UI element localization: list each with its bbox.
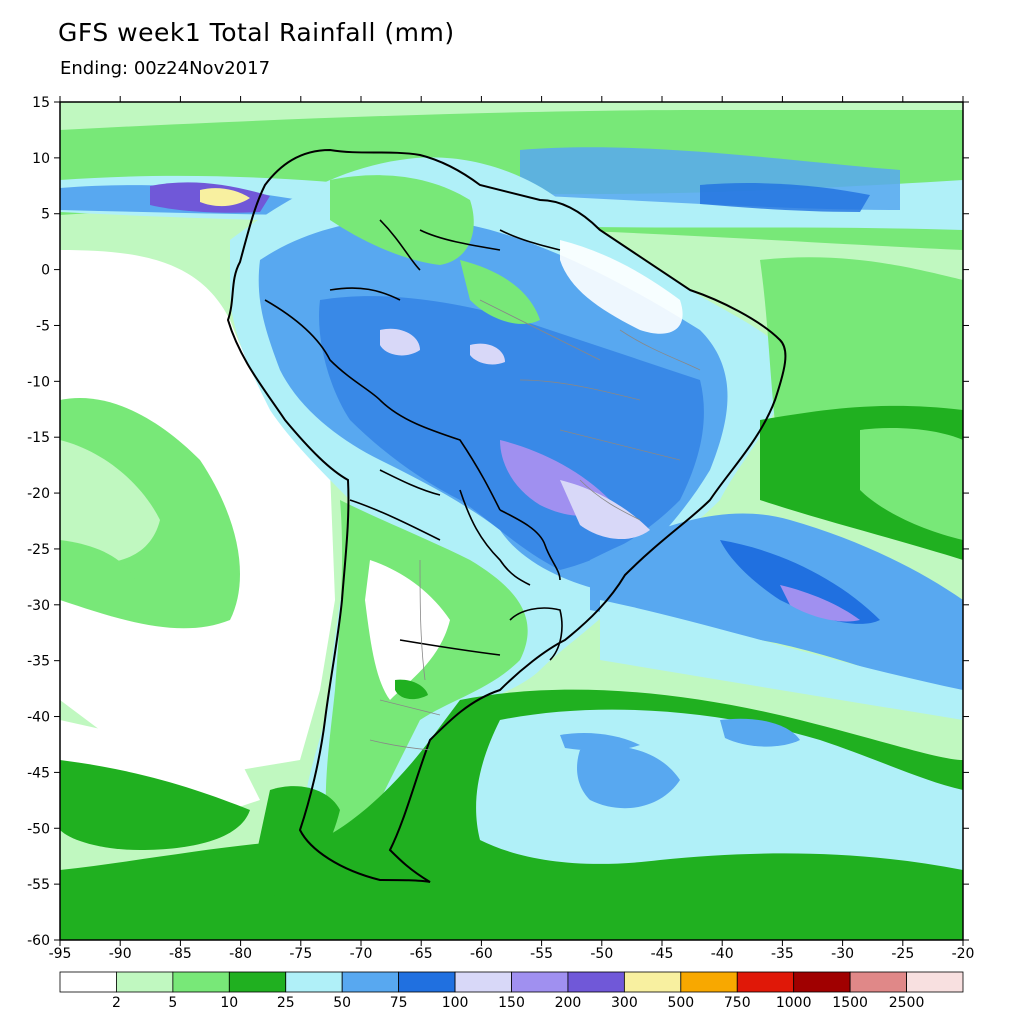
map-frame: -95 -90 -85 -80 -75 -70 -65 -60 -55 -50 -45 -40 -35-… (27, 95, 974, 962)
legend-swatch (454, 971, 512, 993)
lat-tick-label: -30 (27, 598, 50, 614)
legend-swatch (736, 971, 795, 993)
legend-label: 25 (277, 995, 295, 1011)
legend-label: 200 (555, 995, 582, 1011)
state-borders (369, 299, 701, 751)
map-title: GFS week1 Total Rainfall (mm) (58, 18, 455, 47)
lat-tick-label: -55 (27, 877, 50, 893)
legend-swatch (398, 971, 456, 993)
legend-swatch (228, 971, 287, 993)
lat-tick-label: -60 (27, 933, 50, 949)
lat-tick-label: -5 (36, 318, 50, 334)
legend-label: 5 (168, 995, 177, 1011)
lon-tick-label: -30 (831, 946, 854, 962)
lon-tick-label: -65 (410, 946, 433, 962)
legend-label: 10 (220, 995, 238, 1011)
legend-label: 75 (390, 995, 408, 1011)
legend-swatch (116, 971, 174, 993)
country-borders (264, 219, 563, 661)
lon-tick-label: -20 (952, 946, 975, 962)
legend-label: 1000 (776, 995, 812, 1011)
lat-tick-label: 15 (32, 95, 50, 111)
lon-tick-label: -60 (470, 946, 493, 962)
lon-tick-label: -90 (109, 946, 132, 962)
lon-tick-label: -85 (169, 946, 192, 962)
lat-tick-label: 10 (32, 151, 50, 167)
lat-tick-label: -45 (27, 765, 50, 781)
lon-tick-label: -25 (891, 946, 914, 962)
color-legend: 2 5 10 25 50 75 100 150 200 300 500 750 1000 1500 2500 (59, 971, 964, 1011)
legend-label: 150 (498, 995, 525, 1011)
lon-tick-label: -50 (590, 946, 613, 962)
lat-tick-label: -10 (27, 374, 50, 390)
lon-tick-label: -45 (651, 946, 674, 962)
lat-tick-label: -25 (27, 542, 50, 558)
coastline (226, 148, 787, 883)
longitude-axis: -95 -90 -85 -80 -75 -70 -65 -60 -55 -50 -45 -40 -35 -… (49, 96, 975, 962)
legend-label: 300 (611, 995, 638, 1011)
lon-tick-label: -75 (289, 946, 312, 962)
legend-label: 1500 (832, 995, 868, 1011)
lat-tick-label: -50 (27, 821, 50, 837)
map-border (59, 101, 964, 941)
lon-tick-label: -80 (229, 946, 252, 962)
legend-swatch (793, 971, 851, 993)
legend-label: 750 (724, 995, 751, 1011)
legend-label: 50 (333, 995, 351, 1011)
legend-swatch (623, 971, 682, 993)
lon-tick-label: -40 (711, 946, 734, 962)
legend-swatch (59, 971, 117, 993)
lon-tick-label: -55 (530, 946, 553, 962)
lat-tick-label: -15 (27, 430, 50, 446)
legend-swatch (285, 971, 343, 993)
lon-tick-label: -95 (49, 946, 72, 962)
precipitation-field (60, 102, 963, 940)
legend-swatch (341, 971, 400, 993)
lat-tick-label: -20 (27, 486, 50, 502)
lon-tick-label: -35 (771, 946, 794, 962)
lat-tick-label: 5 (41, 207, 50, 223)
legend-swatch (567, 971, 625, 993)
legend-swatch (511, 971, 569, 993)
lat-tick-label: -40 (27, 710, 50, 726)
legend-swatch (849, 971, 907, 993)
lon-tick-label: -70 (350, 946, 373, 962)
latitude-axis: 15 10 5 0 -5 -10 -15 -20 -25 -30 -35 -40 -45 -50 -55 -6… (27, 95, 969, 949)
legend-swatch (906, 971, 964, 993)
lat-tick-label: -35 (27, 654, 50, 670)
legend-label: 2500 (889, 995, 925, 1011)
lat-tick-label: 0 (41, 263, 50, 279)
map-subtitle: Ending: 00z24Nov2017 (60, 58, 271, 79)
legend-swatch (172, 971, 230, 993)
legend-label: 500 (667, 995, 694, 1011)
legend-label: 2 (112, 995, 121, 1011)
legend-swatch (680, 971, 738, 993)
legend-label: 100 (442, 995, 469, 1011)
